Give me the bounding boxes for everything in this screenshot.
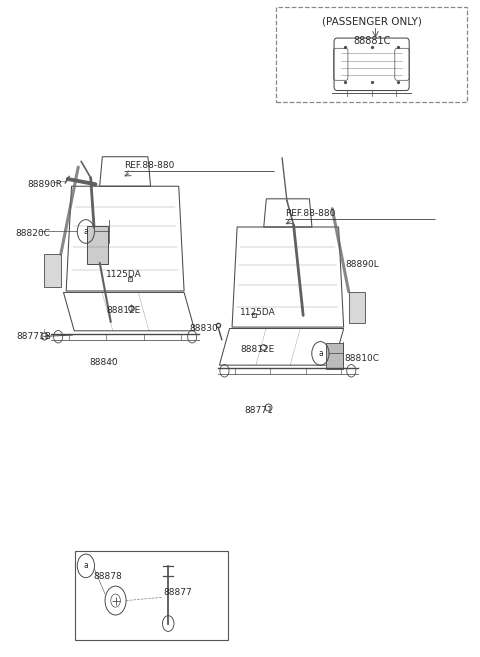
Text: (PASSENGER ONLY): (PASSENGER ONLY) xyxy=(322,16,421,26)
Text: 88771: 88771 xyxy=(245,406,274,415)
Text: 88830: 88830 xyxy=(190,324,218,333)
Text: 88877: 88877 xyxy=(163,587,192,597)
Text: REF.88-880: REF.88-880 xyxy=(124,162,175,170)
Polygon shape xyxy=(326,343,343,369)
Text: 88881C: 88881C xyxy=(353,36,390,46)
Text: 88820C: 88820C xyxy=(15,229,50,238)
Text: 1125DA: 1125DA xyxy=(240,307,276,317)
Text: 1125DA: 1125DA xyxy=(106,270,142,279)
Polygon shape xyxy=(44,254,61,286)
Polygon shape xyxy=(349,292,365,323)
Text: 88771B: 88771B xyxy=(16,332,51,341)
Text: 88878: 88878 xyxy=(93,572,122,581)
Text: 88810C: 88810C xyxy=(344,353,379,363)
Text: 88890R: 88890R xyxy=(27,180,62,189)
Text: REF.88-880: REF.88-880 xyxy=(286,210,336,218)
Text: a: a xyxy=(84,227,88,236)
FancyBboxPatch shape xyxy=(87,225,108,264)
Text: 88812E: 88812E xyxy=(106,306,140,315)
Text: 88840: 88840 xyxy=(89,358,118,367)
Text: 88890L: 88890L xyxy=(345,260,379,269)
Text: a: a xyxy=(84,561,88,570)
Text: a: a xyxy=(318,349,323,358)
Text: 88812E: 88812E xyxy=(240,345,274,354)
